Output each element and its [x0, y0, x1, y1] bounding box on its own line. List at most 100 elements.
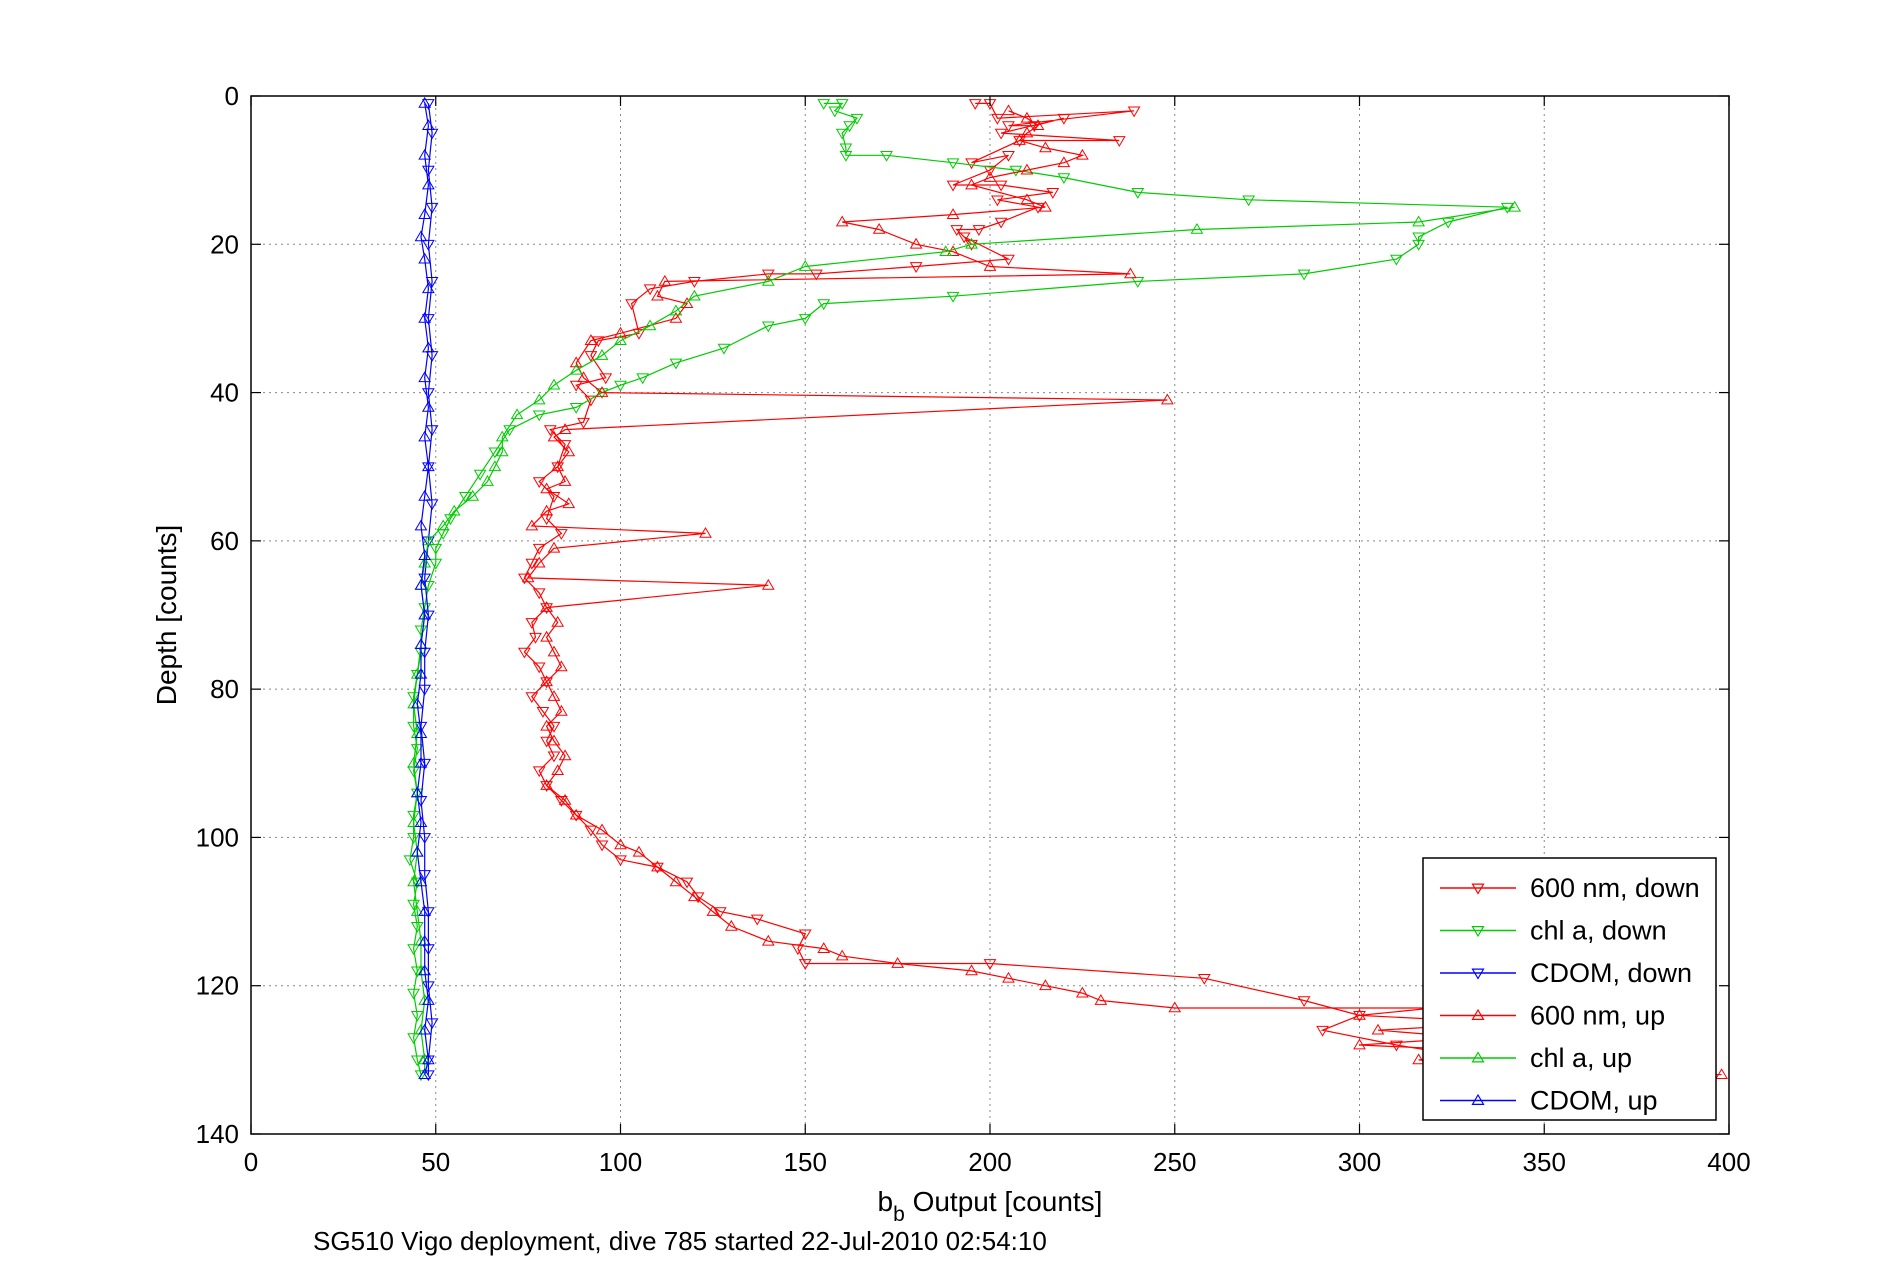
- data-point-marker: [1031, 119, 1045, 131]
- data-point-marker: [532, 662, 546, 674]
- data-point-marker: [421, 388, 435, 400]
- data-point-marker: [983, 260, 997, 271]
- data-point-marker: [414, 638, 428, 650]
- data-point-marker: [536, 707, 550, 718]
- data-point-marker: [1353, 1038, 1366, 1050]
- data-point-marker: [835, 99, 849, 110]
- data-point-marker: [724, 919, 738, 931]
- data-point-marker: [669, 358, 683, 370]
- legend-marker: [1471, 1051, 1485, 1063]
- data-point-marker: [532, 393, 546, 405]
- data-point-marker: [957, 232, 971, 244]
- data-point-marker: [421, 536, 435, 548]
- data-point-marker: [473, 469, 487, 481]
- data-point-marker: [436, 519, 450, 531]
- data-point-marker: [1039, 979, 1052, 991]
- data-point-marker: [421, 178, 435, 190]
- data-point-marker: [669, 311, 683, 323]
- series-line: [412, 206, 1515, 1075]
- data-point-marker: [632, 845, 646, 857]
- data-point-marker: [510, 408, 524, 420]
- data-point-marker: [835, 949, 849, 961]
- legend-label: 600 nm, down: [1530, 873, 1700, 903]
- data-point-marker: [1046, 188, 1060, 199]
- data-point-marker: [418, 758, 432, 770]
- data-point-marker: [699, 526, 712, 538]
- data-point-marker: [410, 1011, 424, 1022]
- data-point-marker: [643, 319, 657, 331]
- series-cdom-up: [410, 96, 435, 1080]
- data-point-marker: [669, 875, 683, 887]
- x-tick-label: 350: [1523, 1147, 1566, 1177]
- data-point-marker: [817, 99, 831, 110]
- data-point-marker: [577, 417, 590, 429]
- data-point-marker: [991, 113, 1004, 125]
- data-point-marker: [632, 328, 646, 340]
- data-point-marker: [843, 121, 856, 133]
- data-point-marker: [414, 667, 428, 679]
- data-point-marker: [418, 556, 432, 568]
- x-tick-label: 50: [421, 1147, 450, 1177]
- data-point-marker: [1353, 1008, 1366, 1020]
- series-line: [416, 103, 430, 1075]
- legend-entry: CDOM, down: [1440, 958, 1692, 988]
- x-tick-label: 0: [244, 1147, 258, 1177]
- data-point-marker: [909, 262, 923, 274]
- legend-marker: [1471, 926, 1485, 938]
- y-tick-label: 20: [210, 229, 239, 259]
- data-point-marker: [425, 202, 439, 214]
- data-point-marker: [410, 786, 424, 798]
- legend-label: chl a, down: [1530, 916, 1667, 946]
- data-point-marker: [1390, 1040, 1403, 1052]
- data-point-marker: [1057, 113, 1071, 125]
- x-tick-label: 250: [1153, 1147, 1196, 1177]
- data-point-marker: [950, 225, 964, 236]
- data-point-marker: [614, 334, 627, 346]
- data-point-marker: [558, 475, 572, 486]
- legend-marker: [1471, 968, 1485, 980]
- data-point-marker: [595, 349, 609, 360]
- data-point-marker: [651, 860, 664, 872]
- data-point-marker: [555, 660, 568, 672]
- data-point-marker: [421, 99, 435, 110]
- data-point-marker: [421, 400, 435, 412]
- data-point-marker: [761, 578, 775, 590]
- data-point-marker: [540, 677, 553, 689]
- data-point-marker: [410, 905, 424, 916]
- data-point-marker: [706, 905, 720, 916]
- data-point-marker: [555, 529, 568, 540]
- data-point-marker: [532, 410, 546, 422]
- data-point-marker: [425, 1018, 439, 1030]
- data-point-marker: [965, 178, 978, 190]
- data-point-marker: [1013, 133, 1026, 145]
- data-point-marker: [540, 675, 553, 687]
- data-point-marker: [1508, 200, 1522, 212]
- data-point-marker: [1190, 222, 1204, 234]
- legend-entry: 600 nm, up: [1440, 1001, 1665, 1031]
- x-tick-label: 150: [784, 1147, 827, 1177]
- data-point-marker: [407, 810, 420, 822]
- legend-marker: [1471, 1008, 1485, 1020]
- data-point-marker: [761, 321, 775, 333]
- y-tick-label: 80: [210, 674, 239, 704]
- legend-marker: [1471, 1093, 1485, 1105]
- data-point-marker: [946, 291, 960, 303]
- y-tick-label: 0: [225, 81, 239, 111]
- data-point-marker: [418, 608, 432, 620]
- data-point-marker: [872, 222, 886, 234]
- data-point-marker: [547, 541, 561, 553]
- data-point-marker: [817, 942, 831, 953]
- legend-box: [1422, 857, 1717, 1121]
- data-point-marker: [414, 519, 428, 531]
- data-point-marker: [591, 336, 605, 348]
- data-point-marker: [1076, 986, 1089, 998]
- data-point-marker: [569, 363, 583, 375]
- data-point-marker: [551, 764, 565, 776]
- data-point-marker: [421, 534, 435, 546]
- legend-label: 600 nm, up: [1530, 1001, 1665, 1031]
- data-point-marker: [1127, 106, 1141, 118]
- data-point-marker: [1124, 267, 1137, 279]
- data-point-marker: [418, 430, 432, 442]
- data-point-marker: [425, 499, 439, 511]
- legend-entry: chl a, up: [1440, 1043, 1632, 1073]
